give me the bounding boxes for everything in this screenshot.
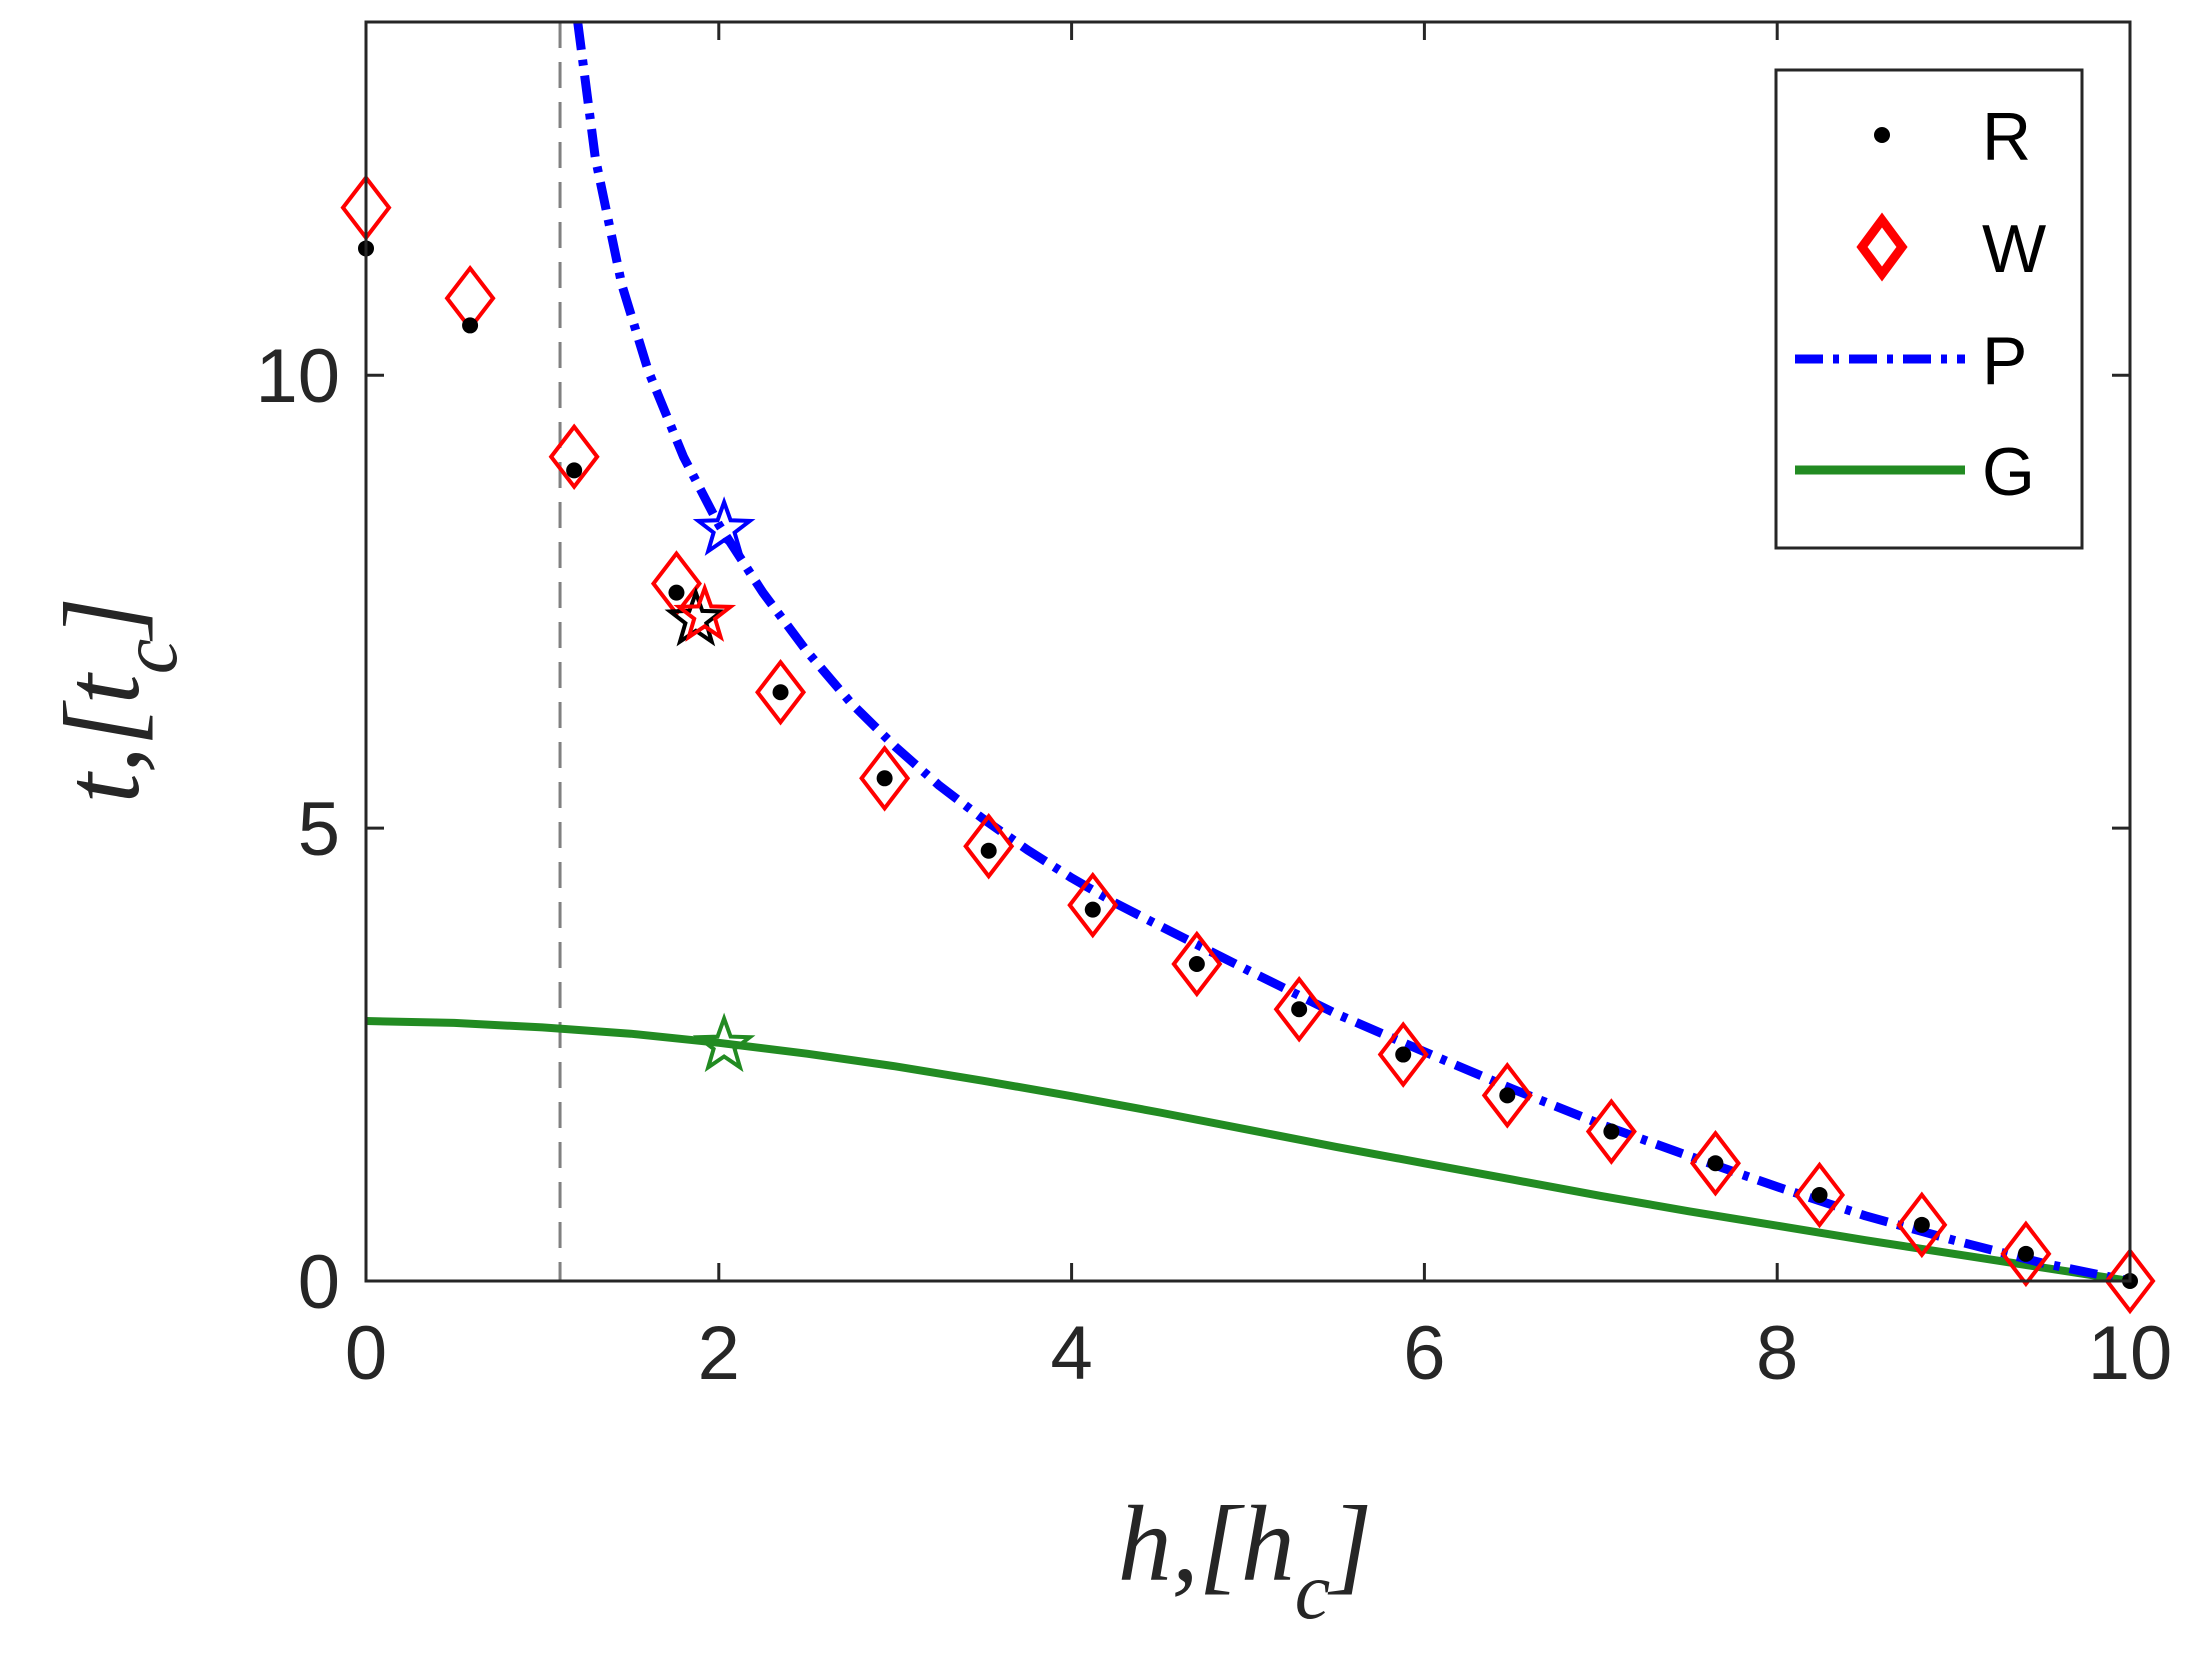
marker-W-5 [859, 745, 911, 812]
marker-W-15 [1896, 1191, 1948, 1259]
x-tick-label-2: 4 [1050, 1311, 1092, 1396]
y-axis-label: t,[tc] [43, 597, 194, 804]
marker-W-11 [1481, 1062, 1533, 1129]
marker-W-8 [1171, 930, 1223, 998]
plot-clip-group [366, 22, 2130, 1281]
series-line-P [573, 22, 2130, 1281]
marker-R-6 [980, 842, 997, 859]
marker-R-10 [1395, 1046, 1412, 1063]
marker-R-5 [876, 770, 893, 787]
marker-R-8 [1188, 955, 1205, 972]
y-tick-label-2: 10 [255, 334, 340, 419]
legend-marker-W [1856, 212, 1908, 282]
x-tick-label-3: 6 [1403, 1311, 1445, 1396]
marker-R-11 [1499, 1087, 1516, 1104]
y-tick-label-1: 5 [298, 787, 340, 872]
y-axis-label-sub: c [106, 639, 194, 675]
x-tick-label-5: 10 [2088, 1311, 2173, 1396]
y-axis-label-main: t,[t [43, 671, 162, 803]
star-marker-2 [673, 582, 737, 642]
x-axis-label-sub: c [1295, 1548, 1331, 1636]
legend-label-W: W [1982, 211, 2046, 287]
legend-label-R: R [1982, 99, 2031, 175]
legend-label-G: G [1982, 434, 2035, 510]
marker-R-2 [566, 462, 583, 479]
x-tick-label-1: 2 [698, 1311, 740, 1396]
marker-R-4 [772, 684, 789, 701]
series-line-G [366, 1017, 2130, 1281]
marker-W-17 [2104, 1247, 2156, 1315]
y-axis-label-close: ] [43, 597, 162, 642]
x-tick-label-0: 0 [345, 1311, 387, 1396]
star-marker-3 [692, 1012, 756, 1073]
marker-R-1 [462, 317, 479, 334]
marker-R-16 [2017, 1245, 2034, 1262]
star-marker-0 [692, 496, 756, 556]
y-tick-label-0: 0 [298, 1240, 340, 1325]
marker-R-13 [1707, 1155, 1724, 1172]
marker-R-15 [1913, 1216, 1930, 1233]
marker-W-10 [1377, 1021, 1429, 1088]
legend-marker-R [1874, 127, 1890, 143]
axes: 0 2 4 6 8 10 0 5 10 [255, 20, 2173, 1396]
marker-W-14 [1794, 1161, 1846, 1229]
marker-R-9 [1291, 1001, 1308, 1018]
marker-W-3 [650, 550, 702, 617]
marker-W-12 [1585, 1098, 1637, 1165]
marker-R-7 [1084, 901, 1101, 918]
x-tick-label-4: 8 [1756, 1311, 1798, 1396]
marker-W-9 [1273, 975, 1325, 1043]
marker-R-14 [1811, 1186, 1828, 1203]
marker-R-12 [1603, 1123, 1620, 1140]
x-axis-label-close: ] [1327, 1485, 1372, 1604]
marker-W-6 [963, 812, 1015, 880]
x-axis-label-main: h,[h [1118, 1485, 1295, 1604]
marker-R-3 [668, 584, 685, 601]
plot-area [340, 22, 2156, 1315]
marker-W-7 [1067, 871, 1119, 939]
legend-label-P: P [1982, 323, 2027, 399]
legend-box [1774, 68, 2084, 550]
marker-W-4 [755, 658, 807, 726]
marker-W-2 [548, 423, 600, 491]
axes-box [364, 20, 2132, 1283]
x-axis-label: h,[hc] [1118, 1485, 1373, 1636]
marker-W-16 [2000, 1220, 2052, 1288]
marker-W-13 [1689, 1129, 1741, 1197]
